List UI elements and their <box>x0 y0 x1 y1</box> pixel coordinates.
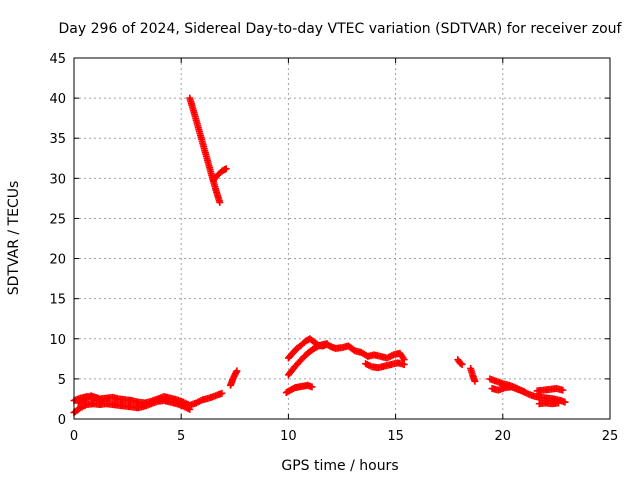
data-point <box>216 198 224 206</box>
data-point <box>233 367 241 375</box>
x-tick-label: 0 <box>70 429 78 444</box>
y-tick-label: 0 <box>58 413 66 428</box>
y-tick-label: 30 <box>49 172 66 187</box>
data-point <box>457 360 465 368</box>
data-point <box>100 397 108 405</box>
x-tick-label: 20 <box>495 429 512 444</box>
data-point <box>308 383 316 391</box>
data-point <box>218 389 226 397</box>
x-axis-label: GPS time / hours <box>281 458 398 474</box>
y-tick-label: 25 <box>49 212 66 227</box>
data-series <box>70 94 569 417</box>
y-tick-label: 20 <box>49 253 66 268</box>
chart-title: Day 296 of 2024, Sidereal Day-to-day VTE… <box>59 21 623 37</box>
data-point <box>458 360 466 368</box>
data-point <box>400 360 408 368</box>
y-axis-label: SDTVAR / TECUs <box>6 181 22 296</box>
data-point <box>221 166 229 174</box>
data-point <box>561 398 569 406</box>
y-tick-label: 15 <box>49 293 66 308</box>
data-point <box>559 386 567 394</box>
plot-frame <box>73 57 611 420</box>
data-point <box>555 399 563 407</box>
data-point <box>186 405 194 413</box>
data-point <box>520 388 528 396</box>
y-tick-label: 5 <box>58 373 66 388</box>
data-point <box>471 377 479 385</box>
y-tick-label: 10 <box>49 333 66 348</box>
x-tick-label: 10 <box>280 429 297 444</box>
y-tick-label: 40 <box>49 92 66 107</box>
grid <box>74 58 610 419</box>
x-tick-label: 15 <box>387 429 404 444</box>
axis-ticks: 0 5 10 15 20 25 0 5 10 15 20 25 30 35 40 45 <box>49 52 618 444</box>
y-tick-label: 45 <box>49 52 66 67</box>
x-tick-label: 25 <box>602 429 619 444</box>
x-tick-label: 5 <box>177 429 185 444</box>
data-point <box>323 340 331 348</box>
y-tick-label: 35 <box>49 132 66 147</box>
data-point <box>222 165 230 173</box>
